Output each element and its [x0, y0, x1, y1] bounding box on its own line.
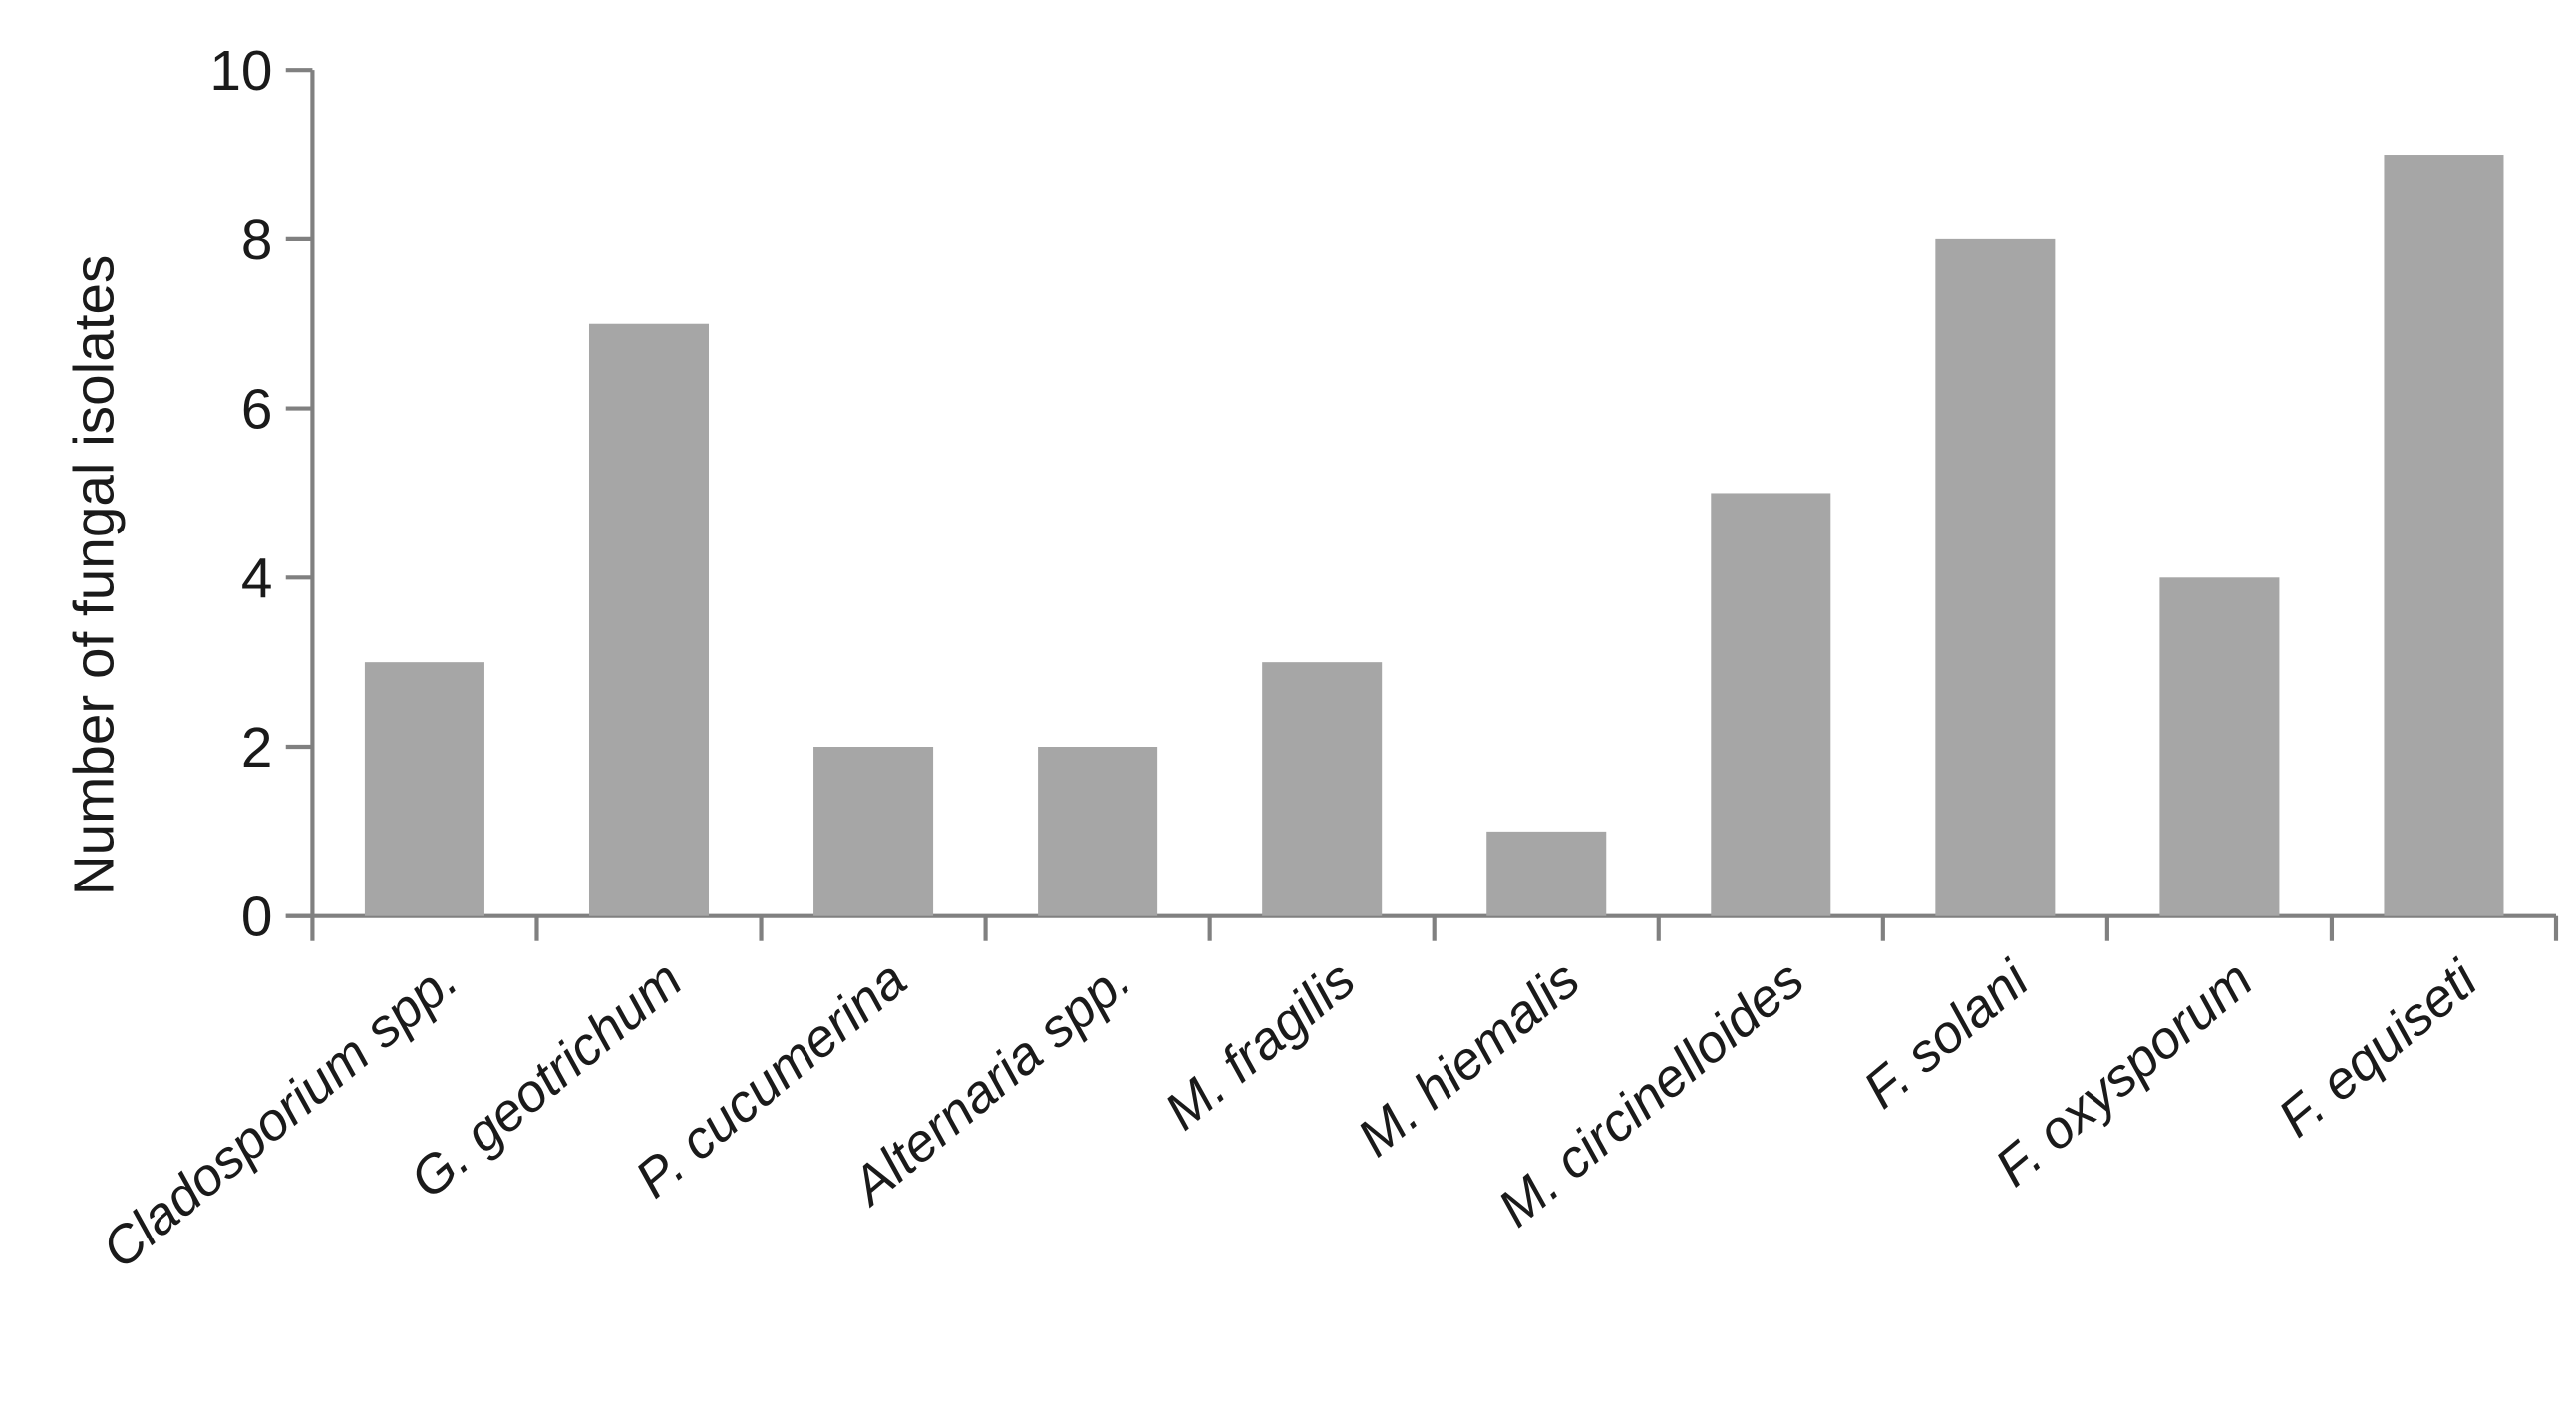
bar	[1262, 662, 1383, 916]
bar	[1935, 238, 2056, 916]
x-tick-label: F. equiseti	[2268, 948, 2490, 1148]
bar	[813, 747, 934, 916]
bar	[588, 323, 710, 916]
bar	[2159, 577, 2280, 916]
x-tick-label: M. hiemalis	[1347, 950, 1591, 1169]
x-tick-label: M. fragilis	[1154, 950, 1367, 1142]
bars	[364, 155, 2504, 916]
x-tick-label: F. solani	[1853, 948, 2042, 1120]
bar	[364, 662, 484, 916]
bar	[1038, 747, 1158, 916]
y-tick-label: 2	[241, 717, 273, 780]
bar	[1711, 493, 1831, 916]
y-tick-label: 0	[241, 886, 273, 949]
y-tick-label: 6	[241, 379, 273, 442]
bar	[2384, 155, 2504, 916]
bar	[1486, 831, 1607, 916]
y-tick-label: 10	[209, 40, 272, 103]
x-tick-label: Cladosporium spp.	[92, 950, 470, 1280]
y-axis-label: Number of fungal isolates	[63, 255, 126, 896]
y-tick-label: 4	[241, 547, 273, 610]
y-tick-label: 8	[241, 209, 273, 272]
